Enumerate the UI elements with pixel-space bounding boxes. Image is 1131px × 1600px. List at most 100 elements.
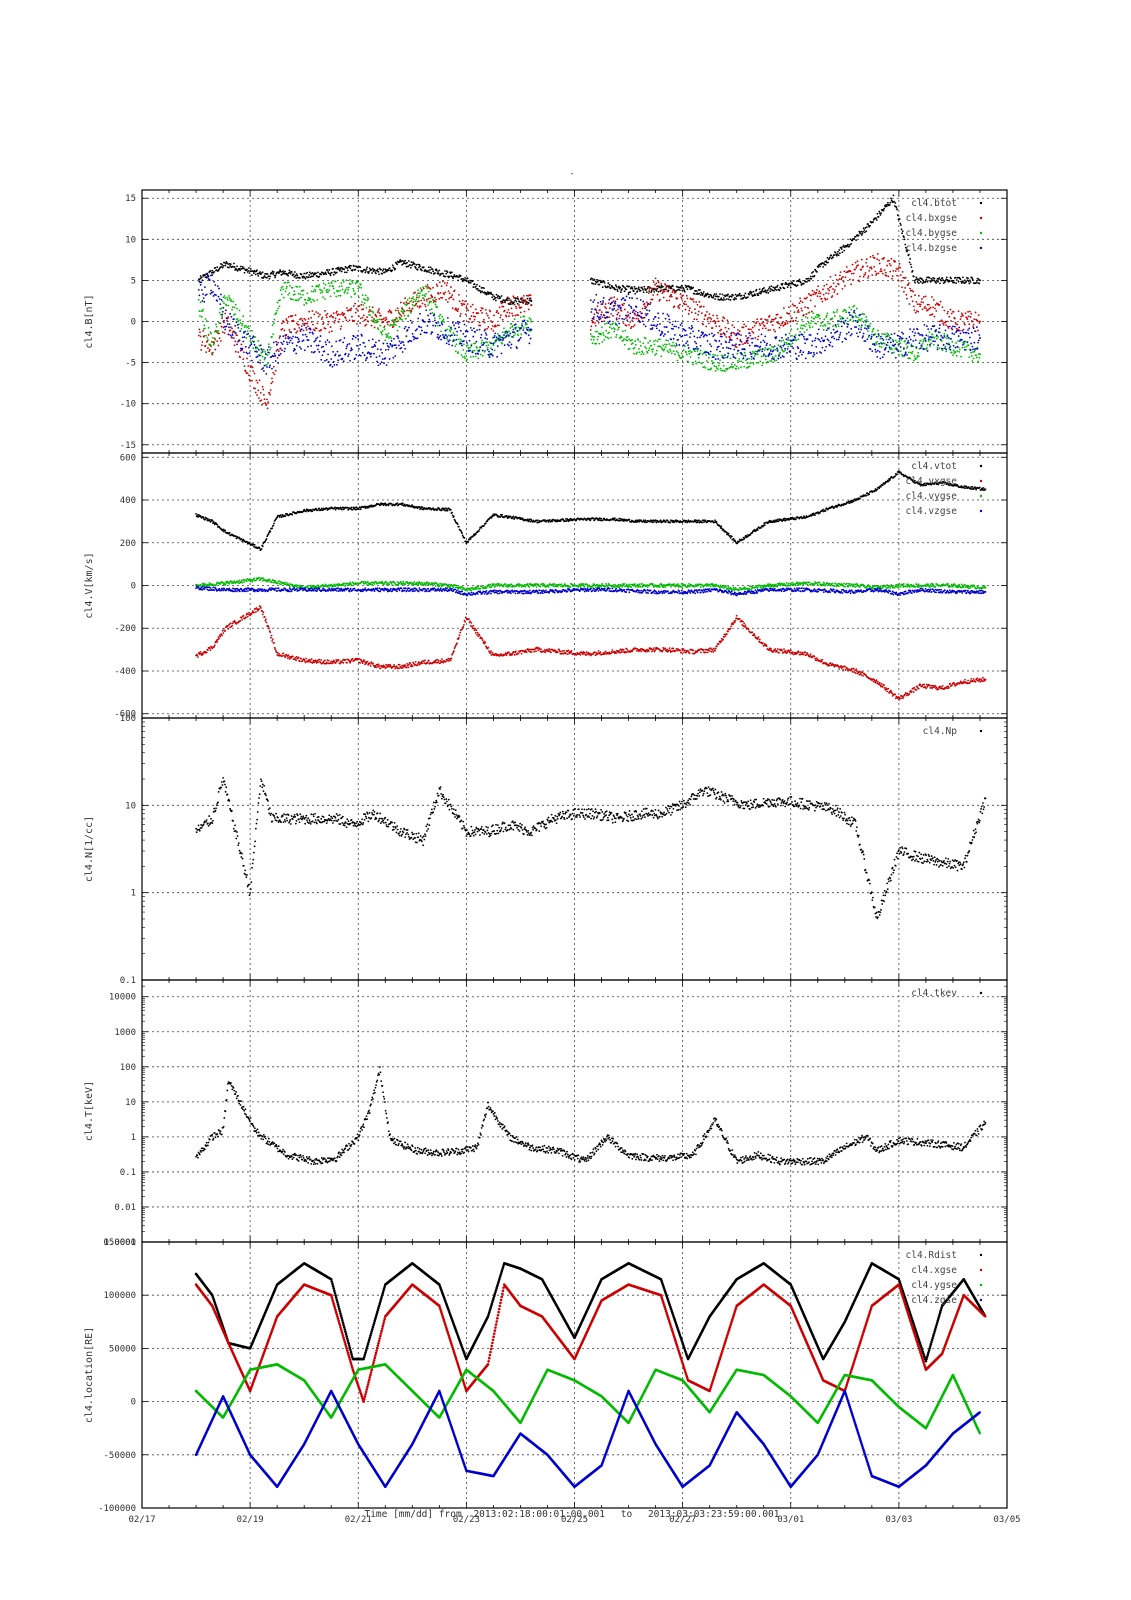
data-point [276, 309, 278, 312]
data-point [297, 338, 300, 341]
data-point [345, 319, 348, 322]
data-point [785, 319, 788, 322]
data-point [312, 298, 314, 301]
data-point [302, 322, 304, 325]
y-tick-label: -400 [114, 667, 136, 677]
data-point [481, 339, 483, 342]
data-point [864, 272, 867, 274]
data-point [917, 310, 920, 313]
data-point [910, 295, 913, 298]
data-point [872, 221, 874, 223]
data-point [336, 350, 339, 353]
data-point [732, 353, 734, 356]
data-point [387, 332, 390, 335]
data-point [615, 285, 618, 288]
data-point [736, 337, 739, 340]
data-point [223, 295, 226, 297]
data-point [274, 360, 277, 362]
data-point [666, 350, 669, 352]
data-point [849, 314, 851, 316]
data-point [279, 335, 281, 338]
data-point [334, 319, 336, 322]
data-point [823, 339, 826, 342]
data-point [713, 319, 716, 322]
data-point [820, 298, 823, 300]
data-point [495, 299, 497, 302]
data-point [838, 336, 841, 339]
data-point [802, 324, 805, 327]
data-point [229, 263, 232, 266]
data-point [383, 317, 385, 320]
data-point [389, 344, 392, 346]
data-point [855, 266, 858, 269]
data-point [361, 351, 364, 354]
data-point [200, 281, 203, 284]
data-point [786, 322, 789, 325]
data-point [448, 343, 450, 346]
data-point [485, 312, 488, 315]
data-point [968, 282, 971, 285]
data-point [737, 359, 739, 362]
data-point [240, 327, 243, 330]
data-point [827, 292, 830, 295]
data-point [209, 331, 212, 334]
data-point [931, 336, 933, 339]
data-point [646, 312, 649, 315]
data-point [773, 359, 776, 362]
data-point [269, 346, 272, 349]
data-point [918, 342, 921, 345]
data-point [224, 309, 227, 312]
data-point [266, 354, 269, 356]
data-point [947, 336, 950, 339]
data-point [448, 325, 450, 328]
data-point [275, 340, 278, 343]
data-point [298, 318, 301, 321]
data-point [827, 261, 830, 264]
data-point [355, 353, 358, 356]
data-point [761, 288, 764, 290]
data-point [356, 334, 359, 337]
data-point [259, 344, 262, 347]
data-point [496, 333, 499, 335]
data-point [919, 347, 922, 350]
data-point [686, 288, 689, 291]
data-point [617, 308, 619, 311]
data-point [745, 325, 747, 328]
data-point [294, 314, 297, 317]
data-point [854, 319, 857, 322]
data-point [725, 341, 728, 344]
data-point [682, 344, 685, 347]
data-point [289, 339, 292, 342]
data-point [850, 283, 853, 286]
data-point [460, 302, 463, 305]
data-point [639, 344, 642, 347]
data-point [605, 322, 608, 325]
data-point [798, 278, 801, 281]
data-point [233, 262, 235, 265]
data-point [825, 314, 828, 317]
data-point [378, 273, 380, 276]
data-point [424, 303, 426, 306]
data-point [285, 319, 288, 322]
data-point [686, 297, 689, 300]
data-point [224, 264, 227, 267]
data-point [373, 318, 375, 321]
data-point [604, 303, 607, 305]
data-point [622, 297, 625, 300]
data-point [683, 290, 686, 293]
data-point [871, 274, 874, 276]
data-point [695, 293, 698, 296]
data-point [469, 318, 472, 320]
data-point [782, 339, 785, 342]
data-point [732, 294, 734, 297]
data-point [324, 309, 326, 312]
data-point [664, 346, 667, 348]
data-point [376, 360, 379, 363]
data-point [398, 311, 400, 314]
data-point [857, 234, 860, 237]
data-point [899, 335, 902, 338]
data-point [953, 325, 956, 328]
data-point [371, 306, 374, 309]
data-point [629, 339, 632, 342]
data-point [350, 296, 353, 298]
